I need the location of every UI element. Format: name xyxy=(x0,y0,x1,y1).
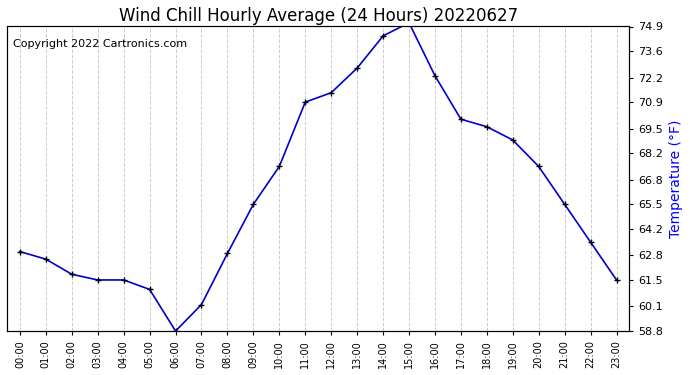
Title: Wind Chill Hourly Average (24 Hours) 20220627: Wind Chill Hourly Average (24 Hours) 202… xyxy=(119,7,518,25)
Y-axis label: Temperature (°F): Temperature (°F) xyxy=(669,120,683,238)
Text: Copyright 2022 Cartronics.com: Copyright 2022 Cartronics.com xyxy=(13,39,187,49)
